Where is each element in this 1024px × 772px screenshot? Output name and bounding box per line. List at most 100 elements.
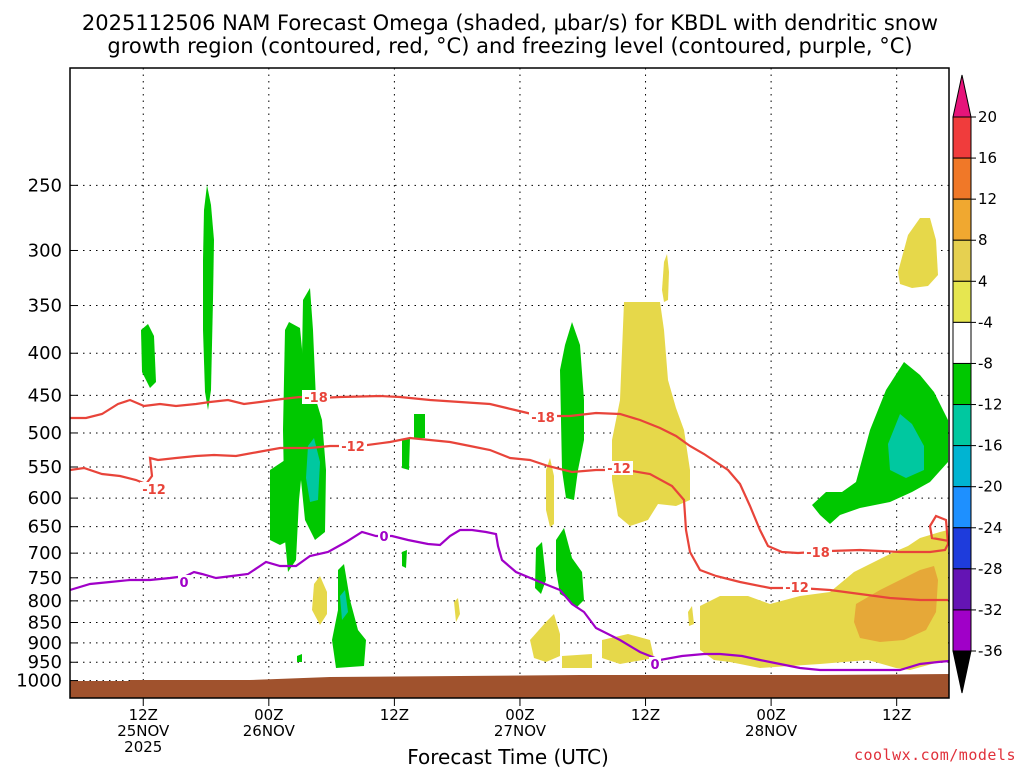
contour-label: 0 bbox=[379, 530, 388, 545]
title-line-2: growth region (contoured, red, °C) and f… bbox=[107, 34, 912, 58]
y-tick-label: 400 bbox=[28, 343, 62, 364]
plot-frame bbox=[69, 67, 950, 699]
colorbar-top-arrow bbox=[952, 74, 972, 118]
omega-region-green bbox=[332, 564, 366, 668]
contour-label: -12 bbox=[341, 440, 365, 455]
contour-label-bg bbox=[378, 529, 390, 543]
colorbar-label: -36 bbox=[978, 642, 1003, 660]
y-tick-label: 800 bbox=[28, 591, 62, 612]
omega-region-yellow bbox=[562, 654, 592, 668]
x-tick-label: 00Z bbox=[756, 706, 785, 724]
y-tick-label: 950 bbox=[28, 652, 62, 673]
x-tick-label: 12Z bbox=[380, 706, 409, 724]
colorbar-bottom-arrow bbox=[952, 650, 972, 694]
omega-region-green bbox=[141, 324, 156, 388]
colorbar-swatch bbox=[952, 239, 972, 282]
omega-region-green bbox=[560, 322, 584, 500]
colorbar-swatch bbox=[952, 527, 972, 570]
colorbar-swatch bbox=[952, 568, 972, 611]
y-tick-label: 1000 bbox=[16, 671, 62, 692]
colorbar-swatch bbox=[952, 445, 972, 488]
colorbar-swatch bbox=[952, 157, 972, 200]
contour-label: -18 bbox=[304, 391, 328, 406]
colorbar-label: 8 bbox=[978, 231, 988, 249]
x-tick-label: 28NOV bbox=[745, 722, 798, 740]
contour-label-bg bbox=[804, 545, 832, 559]
y-tick-label: 850 bbox=[28, 613, 62, 634]
colorbar-label: -24 bbox=[978, 519, 1003, 537]
omega-region-teal bbox=[306, 438, 320, 502]
x-tick-label: 25NOV bbox=[117, 722, 170, 740]
omega-region-green bbox=[535, 542, 546, 594]
x-axis-label: Forecast Time (UTC) bbox=[407, 745, 609, 768]
contour-label: -12 bbox=[785, 581, 809, 596]
contour-minus18 bbox=[70, 394, 949, 555]
contour-zero bbox=[70, 528, 949, 672]
colorbar-swatch bbox=[952, 321, 972, 364]
colorbar-swatch bbox=[952, 116, 972, 159]
contour-minus12 bbox=[70, 436, 948, 602]
contours bbox=[70, 394, 949, 672]
colorbar-label: -28 bbox=[978, 560, 1003, 578]
omega-region-yellow bbox=[530, 614, 560, 662]
omega-region-green bbox=[556, 528, 584, 608]
omega-region-green bbox=[203, 185, 214, 410]
y-tick-label: 900 bbox=[28, 633, 62, 654]
omega-region-green bbox=[300, 288, 326, 540]
x-tick-label: 27NOV bbox=[494, 722, 547, 740]
y-axis: 2503003504004505005506006507007508008509… bbox=[16, 175, 78, 692]
omega-region-yellow bbox=[312, 576, 327, 625]
colorbar-swatch bbox=[952, 486, 972, 529]
x-tick-label: 2025 bbox=[124, 738, 162, 756]
colorbar-label: 4 bbox=[978, 272, 988, 290]
omega-region-green bbox=[270, 460, 290, 545]
contour-label-bg bbox=[649, 657, 661, 671]
contour-label-bg bbox=[140, 482, 168, 496]
colorbar-swatch bbox=[952, 198, 972, 241]
contour-label-bg bbox=[339, 439, 367, 453]
colorbar-label: -32 bbox=[978, 601, 1003, 619]
colorbar-label: -8 bbox=[978, 354, 993, 372]
contour-label: -18 bbox=[806, 546, 830, 561]
chart-title: 2025112506 NAM Forecast Omega (shaded, μ… bbox=[82, 11, 938, 58]
colorbar-swatch bbox=[952, 404, 972, 447]
y-tick-label: 650 bbox=[28, 517, 62, 538]
colorbar-label: -12 bbox=[978, 396, 1003, 414]
omega-region-green bbox=[297, 654, 302, 662]
y-tick-label: 750 bbox=[28, 568, 62, 589]
contour-label: -18 bbox=[531, 411, 555, 426]
contour-labels: -18 -18 -18 -12 -12 -12 -12 0 0 0 bbox=[140, 390, 832, 673]
omega-shading bbox=[141, 185, 948, 670]
y-tick-label: 600 bbox=[28, 488, 62, 509]
contour-label-bg bbox=[178, 575, 190, 589]
y-tick-label: 350 bbox=[28, 296, 62, 317]
x-tick-label: 00Z bbox=[505, 706, 534, 724]
contour-label: -12 bbox=[607, 462, 631, 477]
y-tick-label: 300 bbox=[28, 240, 62, 261]
colorbar-swatch bbox=[952, 280, 972, 323]
omega-region-green bbox=[812, 362, 948, 524]
x-tick-label: 12Z bbox=[882, 706, 911, 724]
colorbar: 20 16 12 8 4 -4 -8 -12 -16 -20 -24 -28 -32 -36 bbox=[952, 74, 1003, 694]
omega-region-yellow bbox=[688, 606, 694, 626]
omega-region-green bbox=[414, 414, 425, 438]
omega-region-teal bbox=[340, 590, 348, 620]
terrain-ground bbox=[70, 674, 949, 698]
colorbar-label: -16 bbox=[978, 437, 1003, 455]
omega-region-yellow bbox=[454, 598, 460, 622]
colorbar-swatch bbox=[952, 609, 972, 652]
x-tick-label: 12Z bbox=[631, 706, 660, 724]
y-tick-label: 700 bbox=[28, 543, 62, 564]
omega-region-teal bbox=[888, 414, 924, 478]
y-tick-label: 250 bbox=[28, 175, 62, 196]
contour-label-bg bbox=[529, 410, 557, 424]
colorbar-label: 20 bbox=[978, 108, 997, 126]
x-tick-label: 00Z bbox=[254, 706, 283, 724]
omega-region-yellow bbox=[662, 254, 669, 302]
x-tick-label: 26NOV bbox=[243, 722, 296, 740]
grid-lines bbox=[70, 68, 949, 698]
omega-region-orange bbox=[854, 566, 938, 642]
